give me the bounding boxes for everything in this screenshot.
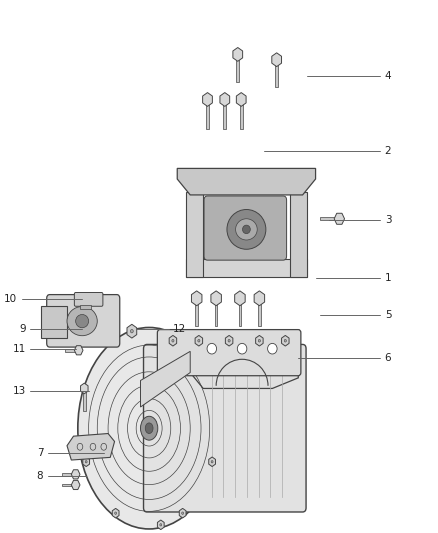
- Polygon shape: [186, 192, 203, 277]
- Polygon shape: [83, 457, 89, 466]
- Polygon shape: [81, 383, 88, 394]
- Polygon shape: [141, 351, 190, 407]
- Text: 8: 8: [37, 471, 43, 481]
- Bar: [206, 103, 209, 128]
- Polygon shape: [179, 508, 186, 518]
- FancyBboxPatch shape: [144, 344, 306, 512]
- Polygon shape: [334, 213, 345, 224]
- Polygon shape: [226, 335, 233, 346]
- FancyBboxPatch shape: [157, 329, 301, 376]
- Polygon shape: [67, 433, 115, 460]
- Text: 1: 1: [385, 273, 392, 283]
- Ellipse shape: [145, 423, 153, 433]
- Polygon shape: [186, 259, 307, 277]
- Ellipse shape: [76, 314, 88, 328]
- Text: 11: 11: [13, 344, 26, 354]
- FancyBboxPatch shape: [204, 196, 286, 260]
- Polygon shape: [191, 291, 202, 306]
- Ellipse shape: [141, 416, 158, 440]
- Polygon shape: [211, 291, 221, 306]
- Bar: [239, 302, 241, 326]
- Ellipse shape: [236, 219, 257, 240]
- Bar: [258, 302, 261, 326]
- Ellipse shape: [67, 306, 97, 336]
- Polygon shape: [290, 192, 307, 277]
- Polygon shape: [74, 346, 83, 355]
- Ellipse shape: [243, 225, 250, 233]
- FancyBboxPatch shape: [47, 295, 120, 347]
- Ellipse shape: [268, 343, 277, 354]
- Bar: [223, 103, 226, 128]
- Text: 12: 12: [173, 324, 186, 334]
- Polygon shape: [235, 291, 245, 306]
- Bar: [83, 391, 85, 411]
- Ellipse shape: [172, 340, 174, 342]
- Polygon shape: [177, 168, 315, 195]
- Polygon shape: [80, 305, 91, 309]
- Bar: [240, 103, 243, 128]
- Ellipse shape: [160, 523, 162, 526]
- Bar: [195, 302, 198, 326]
- Ellipse shape: [182, 512, 184, 514]
- Polygon shape: [256, 335, 263, 346]
- Ellipse shape: [115, 512, 117, 514]
- Polygon shape: [112, 508, 119, 518]
- Ellipse shape: [237, 343, 247, 354]
- Polygon shape: [71, 480, 80, 489]
- Bar: [320, 217, 339, 220]
- Text: 4: 4: [385, 70, 392, 80]
- Text: 6: 6: [385, 353, 392, 362]
- Polygon shape: [209, 457, 215, 466]
- Text: 13: 13: [13, 386, 26, 396]
- Polygon shape: [195, 335, 203, 346]
- Polygon shape: [127, 324, 137, 338]
- Ellipse shape: [198, 340, 200, 342]
- Ellipse shape: [227, 209, 266, 249]
- Polygon shape: [71, 470, 80, 479]
- Polygon shape: [233, 47, 243, 61]
- Ellipse shape: [211, 461, 213, 463]
- Text: 10: 10: [4, 294, 17, 304]
- Polygon shape: [41, 306, 67, 338]
- Polygon shape: [169, 335, 177, 346]
- Polygon shape: [282, 335, 289, 346]
- Text: 9: 9: [19, 324, 26, 334]
- Polygon shape: [254, 291, 265, 306]
- Polygon shape: [237, 93, 246, 107]
- Polygon shape: [272, 53, 282, 67]
- Ellipse shape: [284, 340, 286, 342]
- Polygon shape: [220, 93, 230, 107]
- Bar: [215, 302, 217, 326]
- Text: 2: 2: [385, 146, 392, 156]
- Ellipse shape: [85, 461, 87, 463]
- Polygon shape: [186, 330, 298, 389]
- Bar: [65, 349, 79, 352]
- Text: 7: 7: [37, 448, 43, 458]
- Text: 5: 5: [385, 310, 392, 320]
- Bar: [62, 483, 76, 486]
- Polygon shape: [157, 520, 164, 530]
- Ellipse shape: [207, 343, 216, 354]
- Text: 3: 3: [385, 215, 392, 225]
- Ellipse shape: [258, 340, 261, 342]
- Bar: [276, 63, 278, 87]
- FancyBboxPatch shape: [74, 293, 103, 306]
- Bar: [62, 473, 76, 475]
- Ellipse shape: [131, 329, 133, 333]
- Ellipse shape: [78, 327, 220, 529]
- Polygon shape: [203, 93, 212, 107]
- Ellipse shape: [228, 340, 230, 342]
- Bar: [237, 58, 239, 82]
